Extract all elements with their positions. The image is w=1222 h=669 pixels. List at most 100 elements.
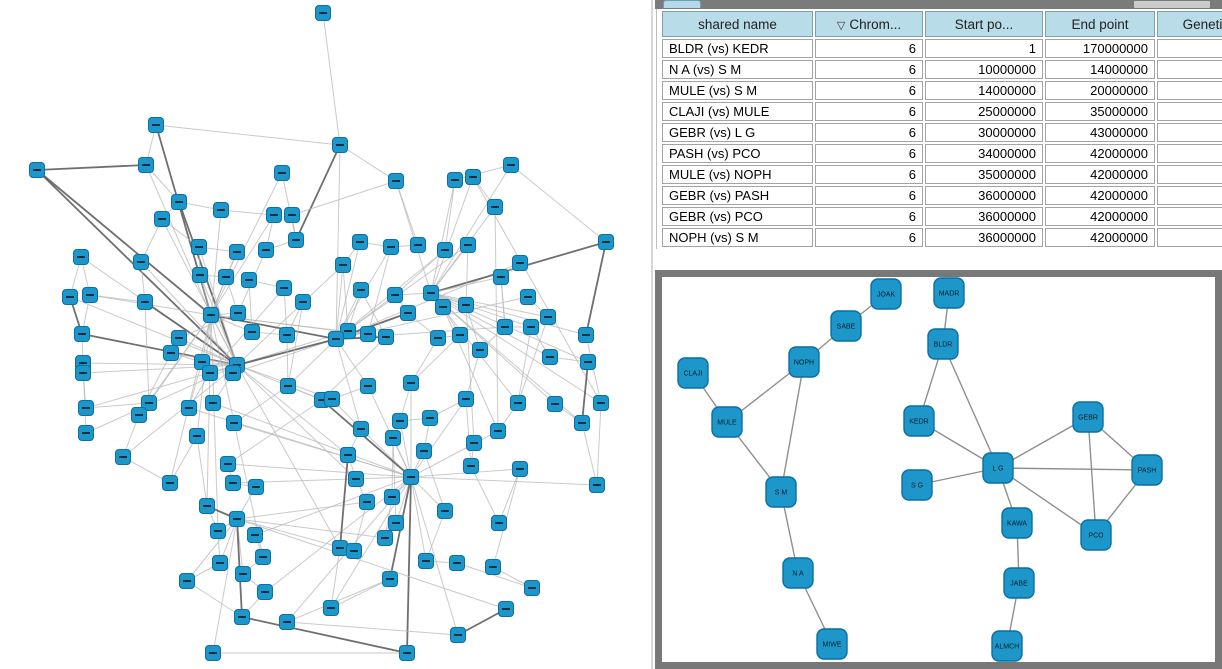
graph-node[interactable] xyxy=(247,527,263,543)
graph-node[interactable] xyxy=(191,239,207,255)
table-row[interactable]: PASH (vs) PCO6340000004200000011.4 xyxy=(662,144,1222,163)
graph-node[interactable] xyxy=(512,461,528,477)
graph-node[interactable] xyxy=(73,249,89,265)
graph-node[interactable] xyxy=(589,477,605,493)
panel-tab[interactable] xyxy=(663,0,701,8)
graph-node[interactable] xyxy=(359,494,375,510)
graph-node[interactable] xyxy=(387,287,403,303)
graph-node[interactable] xyxy=(574,415,590,431)
graph-node[interactable] xyxy=(235,566,251,582)
graph-node[interactable] xyxy=(179,573,195,589)
graph-node-kawa[interactable]: KAWA xyxy=(1001,507,1033,539)
graph-node-madr[interactable]: MADR xyxy=(933,277,965,309)
graph-node-pco[interactable]: PCO xyxy=(1080,519,1112,551)
graph-node[interactable] xyxy=(416,443,432,459)
graph-node[interactable] xyxy=(485,559,501,575)
graph-node[interactable] xyxy=(141,395,157,411)
graph-node[interactable] xyxy=(210,523,226,539)
graph-node[interactable] xyxy=(192,267,208,283)
panel-splitter[interactable] xyxy=(651,0,653,669)
graph-node[interactable] xyxy=(335,257,351,273)
graph-node[interactable] xyxy=(280,378,296,394)
graph-node-noph[interactable]: NOPH xyxy=(788,346,820,378)
table-row[interactable]: GEBR (vs) L G6300000004300000016.9 xyxy=(662,123,1222,142)
graph-node[interactable] xyxy=(279,327,295,343)
graph-node[interactable] xyxy=(450,627,466,643)
graph-node[interactable] xyxy=(423,285,439,301)
graph-node[interactable] xyxy=(234,609,250,625)
graph-node[interactable] xyxy=(388,173,404,189)
graph-node[interactable] xyxy=(115,449,131,465)
graph-node[interactable] xyxy=(542,349,558,365)
graph-node[interactable] xyxy=(202,365,218,381)
graph-node[interactable] xyxy=(229,244,245,260)
graph-node[interactable] xyxy=(510,395,526,411)
graph-node[interactable] xyxy=(171,194,187,210)
graph-node[interactable] xyxy=(458,391,474,407)
graph-node[interactable] xyxy=(383,239,399,255)
graph-node-mule[interactable]: MULE xyxy=(711,406,743,438)
column-header-genetic-[interactable]: Genetic... xyxy=(1157,11,1222,37)
graph-node[interactable] xyxy=(447,172,463,188)
table-row[interactable]: BLDR (vs) KEDR61170000000192.0 xyxy=(662,39,1222,58)
graph-node[interactable] xyxy=(497,319,513,335)
graph-node[interactable] xyxy=(400,305,416,321)
graph-node[interactable] xyxy=(225,365,241,381)
graph-node[interactable] xyxy=(449,555,465,571)
graph-node[interactable] xyxy=(340,447,356,463)
graph-node[interactable] xyxy=(255,549,271,565)
graph-node[interactable] xyxy=(323,600,339,616)
main-network-canvas[interactable] xyxy=(0,0,650,669)
table-row[interactable]: NOPH (vs) S M636000000420000009.9 xyxy=(662,228,1222,247)
graph-node[interactable] xyxy=(399,645,415,661)
graph-node[interactable] xyxy=(181,400,197,416)
graph-node-sabe[interactable]: SABE xyxy=(830,310,862,342)
graph-node[interactable] xyxy=(266,207,282,223)
graph-node[interactable] xyxy=(244,324,260,340)
graph-node-gebr[interactable]: GEBR xyxy=(1072,401,1104,433)
graph-node[interactable] xyxy=(598,234,614,250)
graph-node[interactable] xyxy=(162,475,178,491)
graph-node[interactable] xyxy=(332,137,348,153)
graph-node[interactable] xyxy=(212,555,228,571)
table-row[interactable]: MULE (vs) NOPH6350000004200000010.5 xyxy=(662,165,1222,184)
graph-node[interactable] xyxy=(205,645,221,661)
graph-node[interactable] xyxy=(148,117,164,133)
graph-node[interactable] xyxy=(382,571,398,587)
graph-node[interactable] xyxy=(241,272,257,288)
graph-node[interactable] xyxy=(540,309,556,325)
graph-node[interactable] xyxy=(491,515,507,531)
graph-node[interactable] xyxy=(377,530,393,546)
graph-node[interactable] xyxy=(360,378,376,394)
graph-node[interactable] xyxy=(463,458,479,474)
graph-node[interactable] xyxy=(422,410,438,426)
graph-node[interactable] xyxy=(418,553,434,569)
graph-node[interactable] xyxy=(131,407,147,423)
table-row[interactable]: GEBR (vs) PASH636000000420000008.9 xyxy=(662,186,1222,205)
graph-node[interactable] xyxy=(315,5,331,21)
network-view-sub[interactable]: JOAK SABE NOPH CLAJI MULE S M N A MIWE MADR BLDR K… xyxy=(655,270,1222,669)
graph-node[interactable] xyxy=(430,330,446,346)
graph-node[interactable] xyxy=(205,395,221,411)
graph-node[interactable] xyxy=(258,242,274,258)
graph-node[interactable] xyxy=(74,326,90,342)
graph-node[interactable] xyxy=(213,202,229,218)
graph-node[interactable] xyxy=(578,327,594,343)
graph-node[interactable] xyxy=(230,305,246,321)
graph-node[interactable] xyxy=(138,157,154,173)
graph-node[interactable] xyxy=(257,584,273,600)
graph-node[interactable] xyxy=(218,269,234,285)
graph-node[interactable] xyxy=(29,162,45,178)
graph-node[interactable] xyxy=(490,423,506,439)
graph-node[interactable] xyxy=(410,237,426,253)
graph-node[interactable] xyxy=(137,294,153,310)
graph-node-pash[interactable]: PASH xyxy=(1131,454,1163,486)
graph-node[interactable] xyxy=(503,157,519,173)
graph-node[interactable] xyxy=(324,391,340,407)
graph-node[interactable] xyxy=(437,503,453,519)
graph-node[interactable] xyxy=(274,165,290,181)
graph-node[interactable] xyxy=(593,395,609,411)
column-header-end-point[interactable]: End point xyxy=(1045,11,1155,37)
filter-icon[interactable]: ▽ xyxy=(836,19,846,32)
graph-node-almch[interactable]: ALMCH xyxy=(991,630,1023,662)
